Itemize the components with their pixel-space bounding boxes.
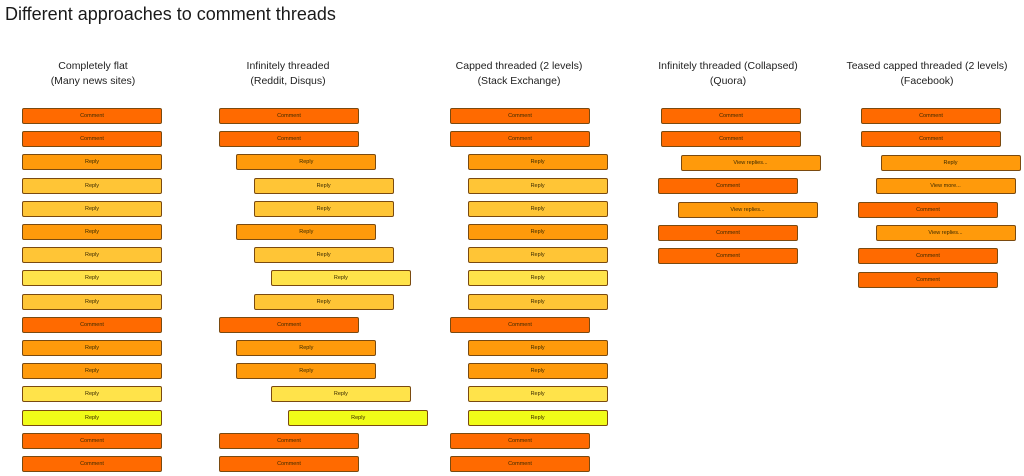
comment-box: Comment [219,433,359,449]
comment-box: Comment [22,131,162,147]
column-completely-flat: Completely flat (Many news sites) Commen… [0,0,198,476]
reply-box: Reply [236,154,377,170]
reply-box: Reply [22,294,162,310]
comment-box: Comment [858,272,998,288]
comment-box: Comment [858,248,998,264]
comment-box: Comment [450,131,590,147]
reply-box: Reply [880,155,1021,171]
comment-box: Comment [658,248,798,264]
comment-box: Comment [219,108,359,124]
comment-box: Comment [661,108,801,124]
comment-box: Comment [22,456,162,472]
reply-box: Reply [467,294,608,310]
reply-box: Reply [22,178,162,194]
reply-box: Reply [22,410,162,426]
reply-box: View replies... [677,202,818,218]
reply-box: Reply [22,340,162,356]
column-header: Infinitely threaded (Collapsed) (Quora) [623,59,833,89]
comment-box: Comment [658,178,798,194]
reply-box: Reply [253,201,394,217]
column-heading: Teased capped threaded (2 levels) [846,60,1008,72]
comment-box: Comment [861,108,1001,124]
reply-box: View replies... [875,225,1016,241]
column-subheading: (Quora) [709,75,747,87]
comment-box: Comment [861,131,1001,147]
column-header: Capped threaded (2 levels) (Stack Exchan… [414,59,624,89]
comment-box: Comment [22,317,162,333]
comment-box: Comment [658,225,798,241]
comment-box: Comment [450,456,590,472]
column-teased-capped-threaded: Teased capped threaded (2 levels) (Faceb… [822,0,1024,476]
reply-box: Reply [467,178,608,194]
reply-box: Reply [236,224,377,240]
reply-box: Reply [467,340,608,356]
reply-box: Reply [253,247,394,263]
reply-box: Reply [467,224,608,240]
column-subheading: (Stack Exchange) [477,75,561,87]
column-subheading: (Many news sites) [50,75,136,87]
reply-box: Reply [270,386,411,402]
comment-box: Comment [450,433,590,449]
page-title: Different approaches to comment threads [5,4,336,24]
reply-box: Reply [22,363,162,379]
comment-box: Comment [450,108,590,124]
column-header: Completely flat (Many news sites) [0,59,198,89]
column-subheading: (Reddit, Disqus) [250,75,326,87]
comment-box: Comment [219,456,359,472]
reply-box: Reply [467,247,608,263]
column-heading: Infinitely threaded [246,60,330,72]
reply-box: Reply [467,410,608,426]
reply-box: View more... [875,178,1016,194]
reply-box: Reply [288,410,429,426]
column-subheading: (Facebook) [900,75,954,87]
comment-box: Comment [661,131,801,147]
comment-box: Comment [450,317,590,333]
reply-box: Reply [22,270,162,286]
column-capped-threaded: Capped threaded (2 levels) (Stack Exchan… [414,0,624,476]
reply-box: Reply [253,178,394,194]
reply-box: Reply [467,270,608,286]
comment-box: Comment [219,131,359,147]
comment-box: Comment [219,317,359,333]
column-heading: Capped threaded (2 levels) [455,60,583,72]
column-infinitely-threaded-collapsed: Infinitely threaded (Collapsed) (Quora) … [623,0,833,476]
comment-box: Comment [22,433,162,449]
reply-box: Reply [236,363,377,379]
reply-box: Reply [22,247,162,263]
reply-box: View replies... [680,155,821,171]
comment-box: Comment [22,108,162,124]
reply-box: Reply [467,363,608,379]
reply-box: Reply [467,201,608,217]
column-header: Infinitely threaded (Reddit, Disqus) [183,59,393,89]
reply-box: Reply [22,224,162,240]
reply-box: Reply [253,294,394,310]
column-heading: Completely flat [58,60,128,72]
reply-box: Reply [270,270,411,286]
reply-box: Reply [236,340,377,356]
column-infinitely-threaded: Infinitely threaded (Reddit, Disqus) Com… [183,0,429,476]
reply-box: Reply [22,201,162,217]
comment-box: Comment [858,202,998,218]
reply-box: Reply [22,386,162,402]
column-heading: Infinitely threaded (Collapsed) [658,60,798,72]
reply-box: Reply [22,154,162,170]
reply-box: Reply [467,154,608,170]
reply-box: Reply [467,386,608,402]
column-header: Teased capped threaded (2 levels) (Faceb… [822,59,1024,89]
